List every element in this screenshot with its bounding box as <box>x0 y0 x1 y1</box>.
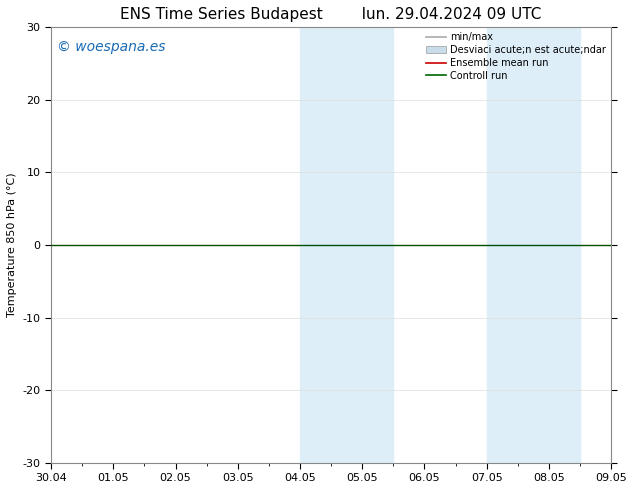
Y-axis label: Temperature 850 hPa (°C): Temperature 850 hPa (°C) <box>7 172 17 317</box>
Text: © woespana.es: © woespana.es <box>56 40 165 54</box>
Title: ENS Time Series Budapest        lun. 29.04.2024 09 UTC: ENS Time Series Budapest lun. 29.04.2024… <box>120 7 542 22</box>
Legend: min/max, Desviaci acute;n est acute;ndar, Ensemble mean run, Controll run: min/max, Desviaci acute;n est acute;ndar… <box>426 32 606 81</box>
Bar <box>300 27 393 463</box>
Bar <box>487 27 580 463</box>
